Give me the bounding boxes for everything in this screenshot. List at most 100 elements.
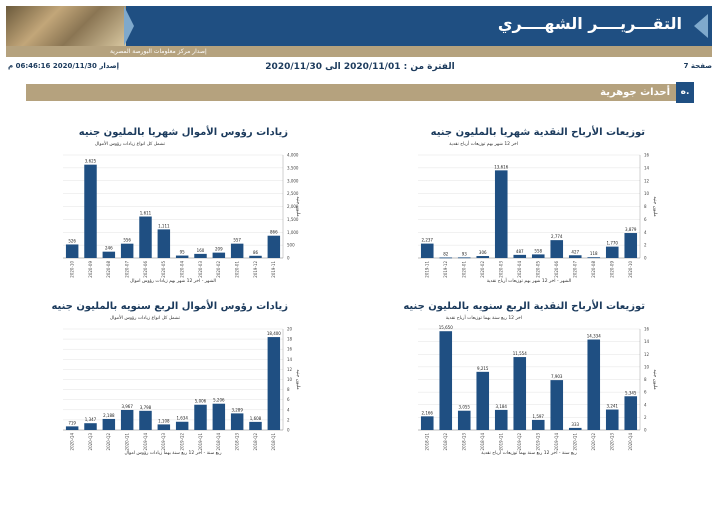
x-tick-label: 2019-Q1 bbox=[198, 433, 203, 451]
x-tick-label: 2020-04 bbox=[180, 261, 185, 278]
x-tick-label: 2019-Q4 bbox=[143, 433, 148, 451]
x-tick-label: 2020-08 bbox=[591, 261, 596, 278]
x-tick-label: 2018-Q4 bbox=[480, 433, 485, 451]
x-tick-label: 2020-08 bbox=[106, 261, 111, 278]
x-axis-title: الشهر - اخر 12 شهر بهم توزيعات أرباح نقد… bbox=[487, 277, 571, 284]
chart-bar bbox=[439, 331, 453, 430]
bar-value-label: 7,903 bbox=[551, 374, 563, 379]
bar-value-label: 82 bbox=[443, 251, 449, 256]
y-tick-label: 6 bbox=[644, 217, 647, 222]
x-tick-label: 2020-03 bbox=[198, 261, 203, 278]
x-tick-label: 2020-Q2 bbox=[106, 433, 111, 451]
x-tick-label: 2020-05 bbox=[536, 261, 541, 278]
chart-bar bbox=[120, 243, 134, 258]
x-tick-label: 2020-07 bbox=[125, 261, 130, 278]
y-tick-label: 2 bbox=[644, 415, 647, 420]
x-tick-label: 2020-05 bbox=[161, 261, 166, 278]
chart-bar bbox=[624, 396, 638, 430]
banner-arrow-decoration bbox=[694, 14, 708, 38]
chart-bar bbox=[587, 257, 601, 259]
chart-bar bbox=[457, 257, 471, 259]
x-tick-label: 2019-Q4 bbox=[554, 433, 559, 451]
x-tick-label: 2020-04 bbox=[517, 261, 522, 278]
section-header: أحداث جوهرية bbox=[26, 84, 692, 101]
y-tick-label: 14 bbox=[287, 357, 293, 362]
bar-value-label: 3,289 bbox=[231, 407, 243, 412]
bar-value-label: 3,879 bbox=[625, 227, 637, 232]
chart-subtitle: اخر 12 شهر بهم توزيعات أرباح نقدية bbox=[449, 142, 518, 147]
chart-bar bbox=[157, 424, 171, 430]
x-tick-label: 2020-Q1 bbox=[125, 433, 130, 451]
chart-bar bbox=[494, 409, 508, 430]
chart-title: توزيعات الأرباح النقدية شهريا بالمليون ج… bbox=[430, 127, 645, 138]
bar-value-label: 18,400 bbox=[267, 331, 281, 336]
report-period: الفترة من : 2020/11/01 الى 2020/11/30 bbox=[265, 62, 455, 72]
x-tick-label: 2019-11 bbox=[271, 261, 276, 278]
bar-value-label: 2,166 bbox=[422, 410, 434, 415]
chart-bar bbox=[267, 235, 281, 258]
x-tick-label: 2019-12 bbox=[253, 261, 258, 278]
chart-bar bbox=[457, 410, 471, 430]
bar-value-label: 1,608 bbox=[250, 416, 262, 421]
chart-bar bbox=[476, 371, 490, 430]
publisher-label: إصدار مركز معلومات البورصة المصرية bbox=[110, 48, 207, 55]
y-tick-label: 10 bbox=[644, 191, 650, 196]
report-title: التقـــريــــر الشهــــري bbox=[497, 14, 682, 33]
y-tick-label: 10 bbox=[287, 377, 293, 382]
x-axis-title: الشهر - اخر 12 شهر بهم زيادات رؤوس اموال bbox=[130, 278, 216, 284]
bar-value-label: 1,108 bbox=[158, 418, 170, 423]
bar-value-label: 2,774 bbox=[551, 234, 563, 239]
y-tick-label: 16 bbox=[644, 327, 650, 332]
issue-timestamp: إصدار 2020/11/30 06:46:16 م bbox=[8, 62, 119, 70]
y-tick-label: 0 bbox=[644, 428, 647, 433]
x-tick-label: 2020-Q2 bbox=[591, 433, 596, 451]
y-axis-title: مليون جنيه bbox=[652, 369, 657, 390]
bar-value-label: 2,188 bbox=[103, 413, 115, 418]
x-tick-label: 2020-03 bbox=[499, 261, 504, 278]
chart-bar bbox=[102, 418, 116, 430]
page-number: صفحة 7 bbox=[683, 62, 712, 70]
x-tick-label: 2018-Q3 bbox=[235, 433, 240, 451]
bar-value-label: 1,347 bbox=[85, 417, 97, 422]
chart-bar bbox=[605, 409, 619, 430]
chart-bar bbox=[139, 216, 152, 258]
y-tick-label: 500 bbox=[287, 243, 295, 248]
x-tick-label: 2019-Q2 bbox=[180, 433, 185, 451]
x-tick-label: 2020-06 bbox=[554, 261, 559, 278]
chart-bar bbox=[605, 246, 619, 258]
bar-value-label: 558 bbox=[534, 248, 542, 253]
y-tick-label: 6 bbox=[644, 390, 647, 395]
y-tick-label: 2 bbox=[287, 417, 290, 422]
chart-bar bbox=[531, 254, 545, 258]
x-tick-label: 2020-01 bbox=[462, 261, 467, 278]
chart-bar bbox=[65, 244, 79, 258]
bar-value-label: 1,611 bbox=[140, 211, 152, 216]
chart-bar bbox=[568, 427, 582, 430]
x-tick-label: 2020-01 bbox=[235, 261, 240, 278]
y-tick-label: 0 bbox=[287, 428, 290, 433]
y-tick-label: 6 bbox=[287, 397, 290, 402]
bar-value-label: 556 bbox=[123, 238, 131, 243]
bar-value-label: 246 bbox=[105, 246, 113, 251]
x-tick-label: 2018-Q3 bbox=[462, 433, 467, 451]
chart-bar bbox=[102, 251, 116, 258]
chart-bar bbox=[175, 255, 189, 258]
y-tick-label: 3,500 bbox=[287, 165, 299, 170]
x-tick-label: 2020-09 bbox=[88, 261, 93, 278]
publisher-bar: إصدار مركز معلومات البورصة المصرية bbox=[6, 46, 712, 57]
chart-bar bbox=[568, 255, 582, 258]
y-tick-label: 1,000 bbox=[287, 230, 299, 235]
x-tick-label: 2020-10 bbox=[628, 261, 633, 278]
bar-value-label: 5,006 bbox=[195, 399, 207, 404]
x-tick-label: 2018-Q1 bbox=[271, 433, 276, 451]
y-tick-label: 18 bbox=[287, 337, 293, 342]
chart-bar bbox=[194, 253, 207, 258]
bar-value-label: 306 bbox=[479, 250, 487, 255]
bar-value-label: 209 bbox=[215, 247, 223, 252]
chart-bar bbox=[175, 421, 189, 430]
bar-value-label: 487 bbox=[516, 249, 524, 254]
chart-bar bbox=[65, 426, 79, 430]
chart-bar bbox=[494, 170, 508, 258]
